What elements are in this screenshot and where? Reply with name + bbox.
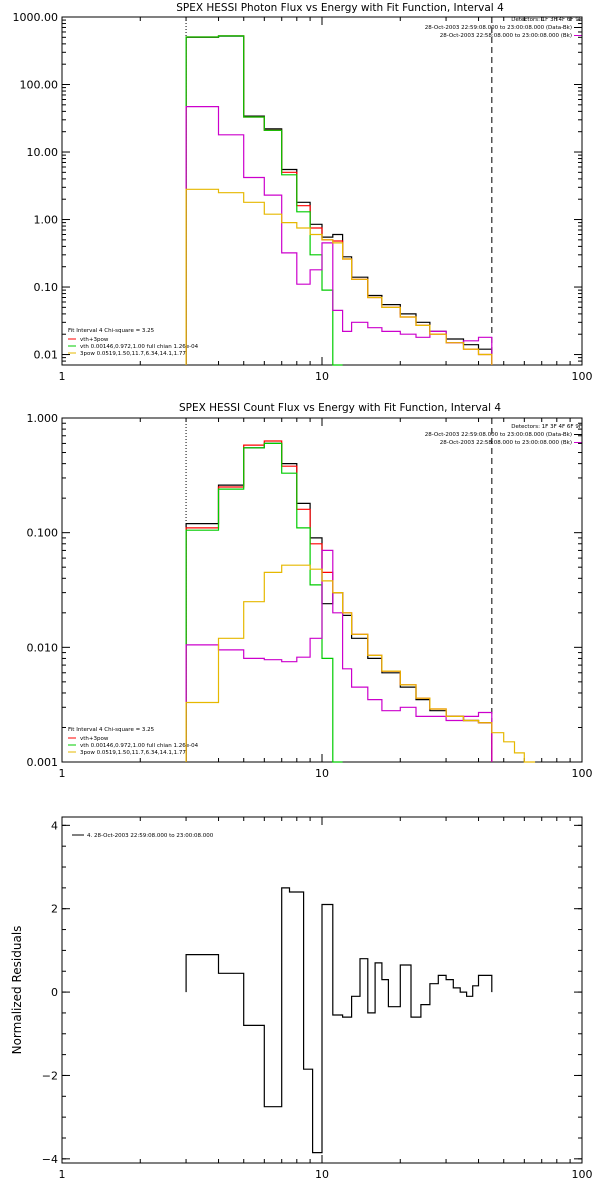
- count-flux-series-4: [185, 564, 536, 763]
- photon-flux-y-tick-label: 10.00: [27, 146, 59, 159]
- legend-fit-interval: Fit Interval 4 Chi-square = 3.25: [68, 328, 155, 334]
- photon-flux-x-tick-label: 100: [572, 370, 593, 383]
- count-flux-y-tick-label: 0.010: [27, 641, 59, 654]
- count-flux-x-tick-label: 1: [59, 767, 66, 780]
- count-flux-legend: Fit Interval 4 Chi-square = 3.25 vth+3po…: [68, 727, 199, 756]
- residuals-y-tick-label: −2: [42, 1069, 58, 1082]
- count-flux-x-tick-label: 100: [572, 767, 593, 780]
- legend-total: vth+3pow: [80, 736, 109, 742]
- residuals-x-tick-label: 100: [572, 1168, 593, 1181]
- count-flux-title: SPEX HESSI Count Flux vs Energy with Fit…: [179, 402, 501, 414]
- photon-flux-y-tick-label: 0.10: [34, 281, 59, 294]
- residuals-series-0: [185, 887, 493, 1154]
- info-line-detectors: Detectors: 1F 3F 4F 6F 9F: [511, 424, 582, 430]
- residuals-legend: 4. 28-Oct-2003 22:59:08.000 to 23:00:08.…: [87, 833, 214, 839]
- info-line-background: 28-Oct-2003 22:58:08.000 to 23:00:08.000…: [440, 33, 572, 39]
- info-line-data: 28-Oct-2003 22:59:08.000 to 23:00:08.000…: [425, 25, 572, 31]
- photon-flux-series-4: [185, 188, 493, 365]
- legend-total: vth+3pow: [80, 337, 109, 343]
- legend-3pow: 3pow 0.0519,1.50,11.7,6.34,14.1,1.77: [80, 351, 186, 357]
- count-flux-plot: 1 10 100 0.001 0.010 0.100 1.000: [27, 412, 593, 780]
- photon-flux-y-tick-label: 1000.00: [13, 11, 59, 24]
- photon-flux-x-tick-label: 10: [315, 370, 329, 383]
- residuals-y-tick-label: 2: [51, 903, 58, 916]
- photon-flux-title: SPEX HESSI Photon Flux vs Energy with Fi…: [176, 2, 504, 14]
- photon-flux-x-tick-label: 1: [59, 370, 66, 383]
- residuals-y-tick-label: 0: [51, 986, 58, 999]
- residuals-x-tick-label: 1: [59, 1168, 66, 1181]
- photon-flux-plot: 1 10 100 0.01 0.10 1.00 10.00 100.00 1000.00: [13, 11, 593, 383]
- residuals-y-axis-label: Normalized Residuals: [10, 926, 24, 1055]
- count-flux-series-3: [185, 549, 493, 762]
- residuals-plot: 1 10 100 −4 −2 0 2 4: [42, 816, 593, 1181]
- residuals-x-tick-label: 10: [315, 1168, 329, 1181]
- count-flux-info-box: Detectors: 1F 3F 4F 6F 9F 28-Oct-2003 22…: [425, 424, 582, 446]
- photon-flux-y-tick-label: 1.00: [34, 214, 59, 227]
- count-flux-series-2: [185, 442, 343, 763]
- photon-flux-series-0: [185, 35, 493, 365]
- count-flux-panel: SPEX HESSI Count Flux vs Energy with Fit…: [68, 402, 582, 756]
- count-flux-y-tick-label: 1.000: [27, 412, 59, 425]
- photon-flux-series-3: [185, 106, 493, 365]
- count-flux-y-tick-label: 0.001: [27, 756, 59, 769]
- info-line-detectors: Detectors: 1F 3F 4F 6F 9F: [511, 17, 582, 23]
- photon-flux-y-tick-label: 100.00: [20, 79, 59, 92]
- photon-flux-legend: Fit Interval 4 Chi-square = 3.25 vth+3po…: [68, 328, 199, 357]
- residuals-y-tick-label: 4: [51, 819, 58, 832]
- info-line-data: 28-Oct-2003 22:59:08.000 to 23:00:08.000…: [425, 432, 572, 438]
- photon-flux-y-tick-label: 0.01: [34, 349, 59, 362]
- photon-flux-series-2: [185, 35, 343, 366]
- legend-3pow: 3pow 0.0519,1.50,11.7,6.34,14.1,1.77: [80, 750, 186, 756]
- photon-flux-frame: [61, 16, 583, 366]
- photon-flux-panel: SPEX HESSI Photon Flux vs Energy with Fi…: [68, 2, 582, 357]
- legend-vth: vth 0.00146,0.972,1.00 full chian 1.26e-…: [80, 344, 199, 350]
- legend-vth: vth 0.00146,0.972,1.00 full chian 1.26e-…: [80, 743, 199, 749]
- residuals-y-tick-label: −4: [42, 1153, 58, 1166]
- info-line-background: 28-Oct-2003 22:58:08.000 to 23:00:08.000…: [440, 440, 572, 446]
- count-flux-x-tick-label: 10: [315, 767, 329, 780]
- photon-flux-series-1: [185, 35, 493, 365]
- legend-fit-interval: Fit Interval 4 Chi-square = 3.25: [68, 727, 155, 733]
- count-flux-y-tick-label: 0.100: [27, 527, 59, 540]
- residuals-panel: Normalized Residuals 4. 28-Oct-2003 22:5…: [10, 833, 214, 1054]
